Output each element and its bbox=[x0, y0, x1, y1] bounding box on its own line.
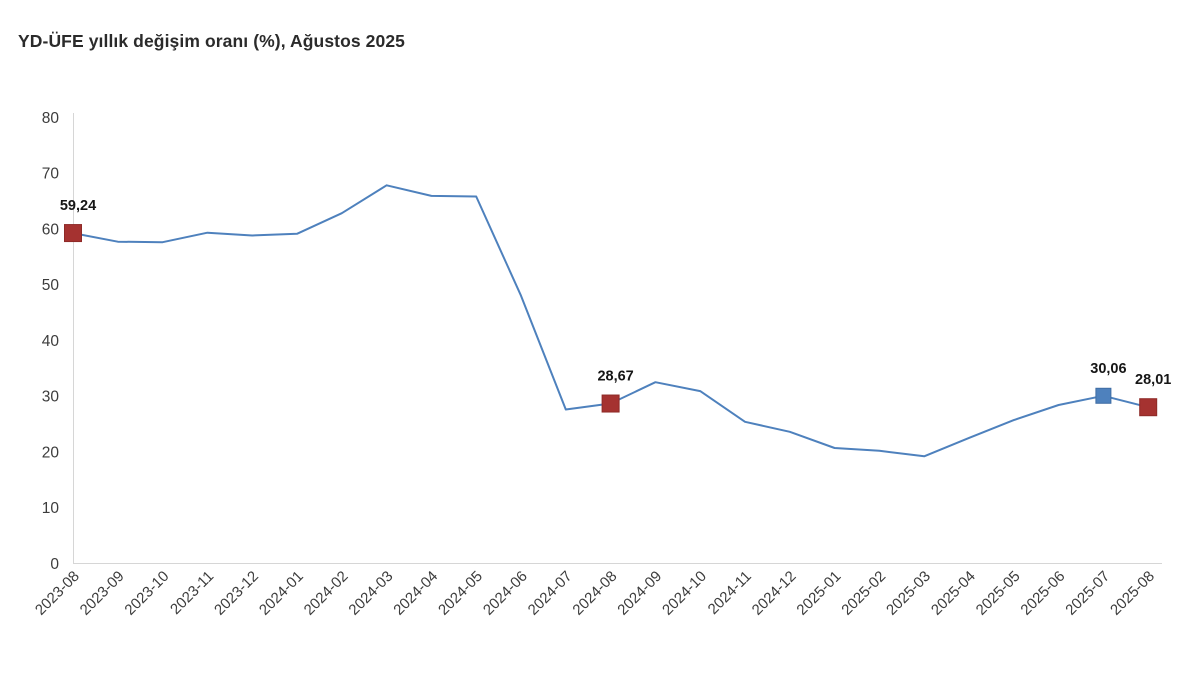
y-tick-label: 60 bbox=[42, 221, 60, 238]
x-tick-label: 2024-10 bbox=[659, 568, 710, 619]
point-label: 28,67 bbox=[597, 369, 633, 385]
x-tick-label: 2024-02 bbox=[301, 568, 352, 619]
x-tick-label: 2025-06 bbox=[1017, 568, 1068, 619]
x-tick-label: 2023-10 bbox=[121, 568, 172, 619]
x-tick-label: 2024-11 bbox=[705, 568, 755, 618]
x-tick-label: 2025-05 bbox=[973, 568, 1024, 619]
x-tick-label: 2024-05 bbox=[435, 568, 486, 619]
x-tick-label: 2024-12 bbox=[749, 568, 800, 619]
y-tick-label: 0 bbox=[50, 556, 59, 573]
x-tick-label: 2023-09 bbox=[77, 568, 128, 619]
x-tick-label: 2023-11 bbox=[167, 568, 217, 618]
x-tick-label: 2025-01 bbox=[793, 568, 844, 619]
chart-title: YD-ÜFE yıllık değişim oranı (%), Ağustos… bbox=[18, 31, 405, 51]
x-tick-label: 2025-03 bbox=[883, 568, 934, 619]
y-tick-label: 30 bbox=[42, 389, 60, 406]
x-tick-label: 2023-12 bbox=[211, 568, 262, 619]
y-tick-label: 70 bbox=[42, 166, 60, 183]
x-tick-label: 2025-04 bbox=[928, 568, 979, 619]
point-label: 30,06 bbox=[1090, 361, 1126, 377]
y-tick-label: 80 bbox=[42, 110, 60, 127]
series-line bbox=[72, 184, 1150, 458]
x-tick-label: 2025-02 bbox=[838, 568, 889, 619]
x-tick-label: 2024-03 bbox=[345, 568, 396, 619]
highlight-marker-red[interactable] bbox=[1139, 398, 1158, 417]
x-tick-label: 2023-08 bbox=[32, 568, 83, 619]
x-tick-label: 2025-07 bbox=[1062, 568, 1113, 619]
highlight-marker-blue[interactable] bbox=[1095, 387, 1112, 404]
highlight-marker-red[interactable] bbox=[601, 394, 620, 413]
x-tick-label: 2024-06 bbox=[480, 568, 531, 619]
x-tick-label: 2024-04 bbox=[390, 568, 441, 619]
highlight-marker-red[interactable] bbox=[64, 224, 82, 243]
x-tick-label: 2024-08 bbox=[569, 568, 620, 619]
y-tick-label: 10 bbox=[42, 500, 60, 517]
x-tick-label: 2024-01 bbox=[256, 568, 307, 619]
point-label: 28,01 bbox=[1135, 372, 1171, 388]
point-label: 59,24 bbox=[60, 198, 96, 214]
y-tick-label: 50 bbox=[42, 277, 60, 294]
x-tick-label: 2025-08 bbox=[1107, 568, 1158, 619]
x-tick-label: 2024-07 bbox=[525, 568, 576, 619]
y-tick-label: 40 bbox=[42, 333, 60, 350]
y-tick-label: 20 bbox=[42, 444, 60, 461]
x-tick-label: 2024-09 bbox=[614, 568, 665, 619]
